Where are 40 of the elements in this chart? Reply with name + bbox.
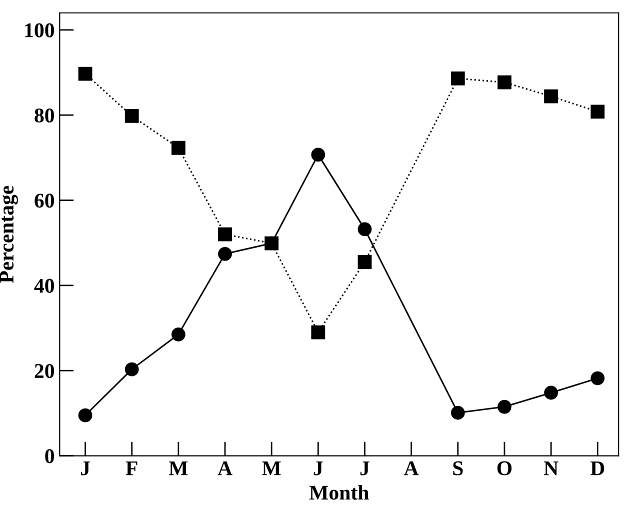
y-tick-label: 80 (34, 108, 54, 123)
point (78, 408, 92, 422)
x-tick-label: J (80, 461, 90, 476)
y-axis-title: Percentage (0, 186, 18, 283)
x-tick-label: S (453, 461, 463, 476)
x-tick-label: F (126, 461, 138, 476)
point (311, 148, 326, 162)
y-tick-label: 20 (34, 364, 54, 378)
point (171, 327, 186, 342)
x-tick-label: D (590, 461, 604, 476)
point (78, 66, 92, 81)
x-axis-title: Month (309, 485, 369, 500)
point (218, 227, 232, 242)
point (124, 362, 139, 376)
point (124, 108, 139, 123)
x-tick-label: N (544, 461, 558, 476)
point (218, 246, 232, 261)
point (544, 386, 558, 400)
y-tick-label: 0 (45, 449, 54, 464)
x-tick-label: J (360, 461, 370, 476)
x-tick-label: J (314, 461, 323, 476)
point (450, 72, 465, 86)
y-tick-label: 40 (34, 278, 54, 293)
point (590, 371, 605, 386)
point (498, 400, 512, 414)
point (590, 104, 605, 119)
y-tick-label: 100 (25, 23, 54, 38)
x-tick-label: A (404, 461, 419, 476)
point (450, 406, 465, 420)
x-tick-label: M (262, 461, 281, 476)
x-tick-label: M (168, 461, 188, 476)
x-tick-label: A (218, 461, 232, 476)
point (544, 89, 558, 104)
point (171, 140, 186, 155)
x-tick-label: O (497, 461, 512, 476)
point (358, 222, 372, 236)
point (311, 325, 326, 340)
y-tick-label: 60 (34, 194, 54, 208)
point (498, 75, 512, 90)
point (358, 255, 372, 269)
